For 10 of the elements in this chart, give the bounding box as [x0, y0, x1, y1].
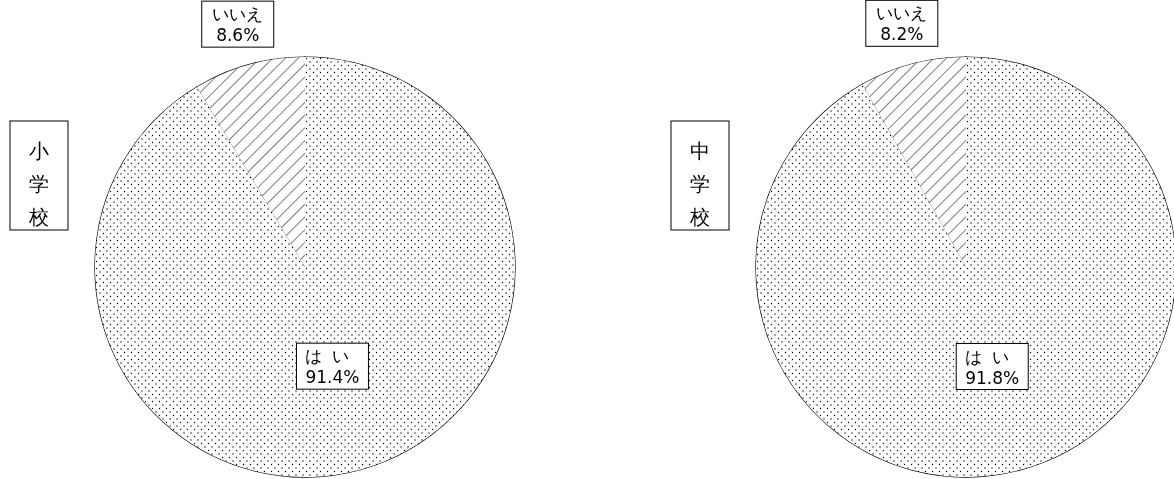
- data-label: 91.8%: [965, 367, 1020, 388]
- slice-label: いいえ: [212, 4, 264, 25]
- data-label: 8.6%: [216, 25, 260, 46]
- data-label: 8.2%: [880, 24, 924, 45]
- text: 中学校: [689, 139, 710, 229]
- data-label: 91.4%: [305, 367, 360, 388]
- slice-label: はい: [305, 346, 360, 367]
- slice-label: はい: [965, 346, 1020, 367]
- slice-label: いいえ: [876, 3, 928, 24]
- text: 小学校: [28, 139, 49, 229]
